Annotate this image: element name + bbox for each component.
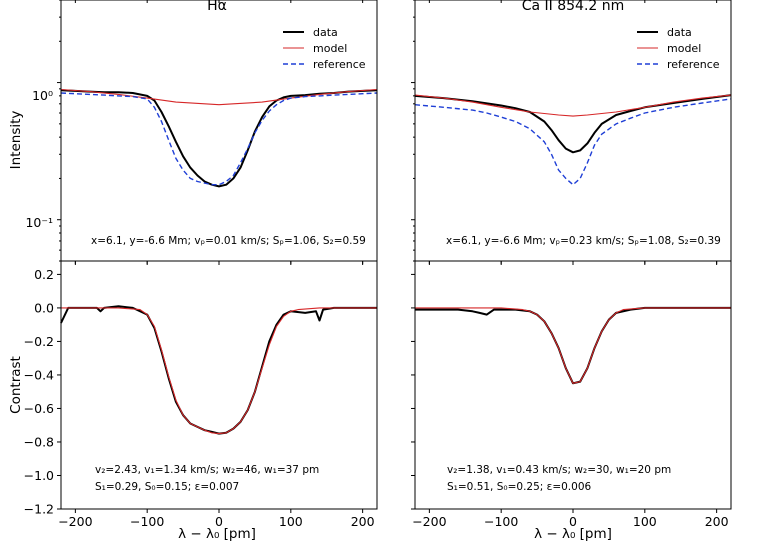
legend-label-data: data [313,26,338,39]
ytick-label: −0.4 [24,367,54,382]
xtick-label: 200 [351,514,375,529]
ha-contrast-annotation-line2: S₁=0.29, S₀=0.15; ε=0.007 [95,481,239,493]
ha-contrast-annotation-line1: v₂=2.43, v₁=1.34 km/s; w₂=46, w₁=37 pm [95,464,319,476]
ha-legend: data model reference [283,26,366,71]
ca-intensity-data-line [414,94,732,154]
ytick-label: 10⁻¹ [25,215,53,230]
ytick-label: −0.6 [24,401,54,416]
contrast-axis-label: Contrast [8,356,24,414]
ca-intensity-annotation: x=6.1, y=-6.6 Mm; vₚ=0.23 km/s; Sₚ=1.08,… [446,235,721,247]
ca-contrast-annotation-line2: S₁=0.51, S₀=0.25; ε=0.006 [447,481,592,493]
ca-x-axis-label: λ − λ₀ [pm] [534,526,612,542]
ca-legend: data model reference [637,26,720,71]
ca-contrast-panel: −200 −100 0 100 200 v₂=1.38, v₁=0.43 km/s; w… [411,260,732,529]
ca-intensity-reference-line [414,98,732,186]
ca-column-title: Ca II 854.2 nm [522,0,625,14]
xtick-label: 100 [279,514,303,529]
ytick-label: 0.0 [34,300,54,315]
ha-intensity-frame [60,0,378,262]
legend-label-model: model [667,42,701,55]
ha-intensity-data-line [60,89,378,188]
xtick-label: 0 [215,514,223,529]
legend-label-reference: reference [313,58,366,71]
ca-intensity-panel: x=6.1, y=-6.6 Mm; vₚ=0.23 km/s; Sₚ=1.08,… [411,0,732,265]
ytick-label: −1.2 [24,502,54,517]
ha-column-title: Hα [207,0,227,14]
ha-intensity-panel: 10⁰ 10⁻¹ x=6.1, y=-6.6 Mm; vₚ=0.01 km/s;… [25,0,378,265]
ha-intensity-model-line [60,88,378,106]
ha-intensity-annotation: x=6.1, y=-6.6 Mm; vₚ=0.01 km/s; Sₚ=1.06,… [91,235,366,247]
legend-label-data: data [667,26,692,39]
xtick-label: 200 [705,514,729,529]
xtick-label: −200 [58,514,92,529]
ytick-label: −0.8 [24,434,54,449]
legend-label-reference: reference [667,58,720,71]
ca-contrast-model-line [415,307,731,384]
ca-contrast-data-line [415,306,731,385]
xtick-label: 0 [569,514,577,529]
ha-contrast-data-line [60,305,377,435]
ytick-label: −0.2 [24,334,54,349]
ha-contrast-model-line [61,307,377,435]
xtick-label: −100 [484,514,518,529]
xtick-label: −200 [412,514,446,529]
ha-contrast-panel: −200 −100 0 100 200 −1.2 −1.0 −0.8 −0.6 −0.4 −0.2 0… [24,260,378,529]
ca-contrast-annotation-line1: v₂=1.38, v₁=0.43 km/s; w₂=30, w₁=20 pm [447,464,671,476]
legend-label-model: model [313,42,347,55]
ha-x-axis-label: λ − λ₀ [pm] [178,526,256,542]
xtick-label: −100 [130,514,164,529]
xtick-label: 100 [633,514,657,529]
ytick-label: −1.0 [24,468,54,483]
ca-intensity-frame [414,0,732,262]
ha-intensity-reference-line [60,92,378,186]
ytick-label: 0.2 [34,267,54,282]
ytick-label: 10⁰ [32,88,53,103]
ca-intensity-model-line [414,94,732,117]
intensity-axis-label: Intensity [8,111,24,170]
